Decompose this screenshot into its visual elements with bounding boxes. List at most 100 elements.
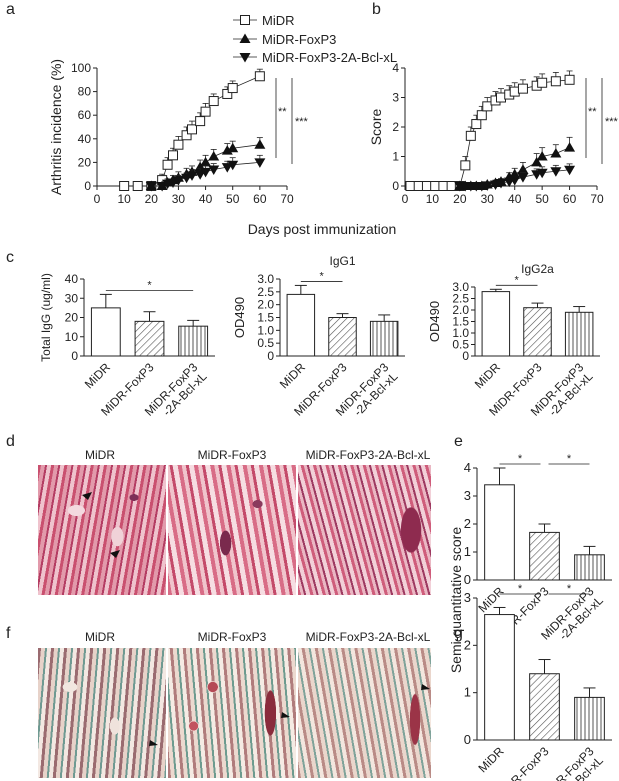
data-point: [517, 164, 529, 174]
x-tick-label: 40: [199, 192, 213, 206]
data-point: [550, 167, 562, 177]
y-tick-label: 2: [464, 516, 471, 531]
chart-title: IgG1: [329, 254, 355, 268]
data-point: [495, 179, 507, 189]
data-point: [173, 139, 184, 150]
bar: [286, 293, 316, 357]
shared-xlabel: Days post immunization: [248, 221, 397, 237]
significance-label: **: [278, 106, 287, 118]
x-tick-label: 10: [426, 192, 440, 206]
y-tick-label: 0: [71, 349, 78, 363]
y-axis-label: OD490: [427, 301, 442, 342]
data-point: [181, 130, 192, 141]
data-point: [550, 148, 562, 158]
significance-label: *: [567, 453, 572, 465]
panel-label-c: c: [6, 249, 14, 266]
legend-marker: [239, 53, 251, 63]
legend-label: MiDR-FoxP3-2A-Bcl-xL: [262, 50, 397, 65]
data-point: [482, 101, 493, 112]
significance-label: ***: [605, 116, 619, 128]
data-point: [187, 124, 197, 135]
x-tick-label: 20: [145, 192, 159, 206]
category-label: MiDR: [476, 584, 507, 615]
data-point: [537, 77, 548, 88]
y-tick-label: 1.0: [452, 326, 469, 340]
data-point: [564, 74, 575, 85]
significance-label: *: [515, 274, 520, 286]
y-tick-label: 2.5: [257, 285, 274, 299]
y-tick-label: 0: [462, 349, 469, 363]
data-point: [405, 181, 416, 191]
legend-marker: [239, 33, 251, 43]
y-tick-label: 2.5: [452, 292, 469, 306]
y-tick-label: 4: [464, 460, 471, 475]
x-tick-label: 50: [226, 192, 240, 206]
significance-label: *: [147, 279, 152, 291]
data-point: [509, 86, 520, 97]
data-point: [162, 159, 173, 170]
data-point: [531, 156, 543, 167]
y-tick-label: 2: [392, 120, 399, 134]
data-point: [536, 151, 548, 161]
histology-d-midr: [38, 465, 166, 595]
y-tick-label: 0: [267, 349, 274, 363]
data-point: [195, 116, 206, 127]
data-point: [430, 181, 441, 191]
category-label-line: MiDR: [476, 744, 507, 775]
category-label-line: MiDR: [476, 584, 507, 615]
data-point: [132, 181, 143, 191]
data-point: [200, 106, 211, 117]
y-tick-label: 2.0: [257, 298, 274, 312]
legend-label: MiDR-FoxP3: [262, 32, 336, 47]
histology-f-midr: [38, 648, 166, 778]
y-axis-label: Score: [368, 109, 384, 146]
x-tick-label: 70: [590, 192, 604, 206]
histology-f-foxp3: [168, 648, 296, 778]
data-point: [200, 167, 212, 178]
y-tick-label: 1.5: [257, 311, 274, 325]
data-point: [254, 158, 266, 168]
bar: [484, 484, 515, 581]
x-tick-label: 30: [481, 192, 495, 206]
y-tick-label: 0.5: [452, 338, 469, 352]
category-label: MiDR: [472, 360, 503, 391]
category-label: MiDR: [476, 744, 507, 775]
bar: [574, 554, 605, 581]
data-point: [421, 181, 432, 191]
data-point: [200, 156, 212, 167]
data-point: [222, 88, 233, 99]
y-tick-label: 1.0: [257, 323, 274, 337]
x-tick-label: 20: [453, 192, 467, 206]
data-point: [496, 92, 506, 103]
data-point: [227, 160, 239, 171]
data-point: [564, 142, 576, 152]
bar: [328, 317, 357, 357]
data-point: [168, 150, 178, 161]
data-point: [227, 142, 239, 153]
significance-label: *: [518, 583, 523, 595]
y-tick-label: 3.0: [452, 280, 469, 294]
y-tick-label: 3.0: [257, 272, 274, 286]
histology-d-bclxl: [298, 465, 431, 595]
bar: [481, 291, 511, 357]
y-tick-label: 0: [464, 732, 471, 747]
y-tick-label: 80: [78, 85, 92, 99]
data-point: [564, 165, 576, 176]
data-point: [208, 165, 220, 175]
shared-y-axis-label: Semi-quantitative score: [448, 527, 464, 674]
y-tick-label: 20: [78, 155, 92, 169]
bar: [134, 320, 165, 357]
data-point: [465, 130, 476, 141]
bar: [484, 614, 515, 741]
y-tick-label: 0: [464, 572, 471, 587]
arrowhead-marker: [281, 712, 290, 718]
x-tick-label: 70: [280, 192, 294, 206]
y-tick-label: 10: [65, 330, 79, 344]
y-axis-label: Total IgG (ug/ml): [39, 273, 53, 362]
data-point: [119, 181, 130, 191]
data-point: [254, 71, 265, 82]
panel-label-d: d: [6, 433, 15, 450]
data-point: [476, 110, 487, 121]
data-point: [536, 168, 548, 179]
